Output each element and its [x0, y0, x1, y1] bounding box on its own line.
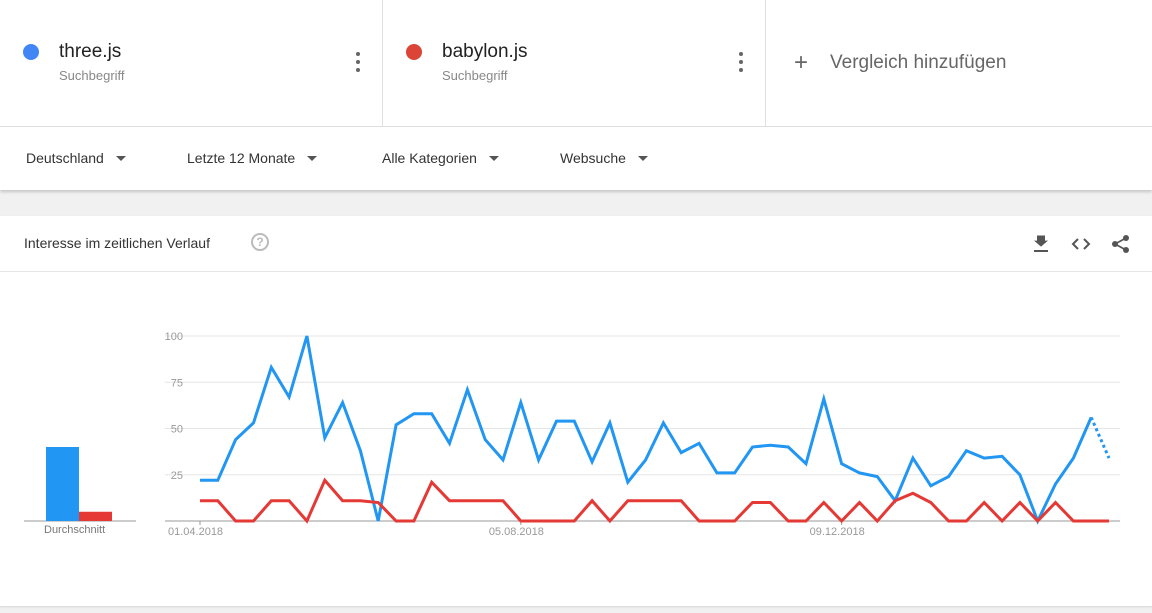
- add-comparison-button[interactable]: + Vergleich hinzufügen: [766, 0, 1152, 126]
- interest-over-time-card: Interesse im zeitlichen Verlauf ? 100 75 5…: [0, 216, 1152, 606]
- term-name[interactable]: three.js: [59, 41, 122, 62]
- card-title: Interesse im zeitlichen Verlauf: [24, 235, 210, 251]
- series-line-0: [200, 335, 1093, 525]
- more-vert-icon[interactable]: [739, 52, 743, 72]
- caret-down-icon: [307, 155, 318, 161]
- term-card-babylonjs[interactable]: babylon.js Suchbegriff: [383, 0, 766, 126]
- series-partial-line-0: [1089, 416, 1111, 459]
- region-dropdown[interactable]: Deutschland: [26, 150, 126, 166]
- help-icon[interactable]: ?: [251, 233, 269, 251]
- card-header: Interesse im zeitlichen Verlauf ?: [0, 216, 1152, 272]
- average-label: Durchschnitt: [44, 524, 106, 536]
- time-range-dropdown[interactable]: Letzte 12 Monate: [187, 150, 318, 166]
- term-type: Suchbegriff: [442, 68, 508, 83]
- y-tick-label: 50: [171, 424, 183, 436]
- average-bar-1: [79, 511, 112, 521]
- term-type: Suchbegriff: [59, 68, 125, 83]
- term-card-threejs[interactable]: three.js Suchbegriff: [0, 0, 383, 126]
- x-tick-label: 09.12.2018: [810, 526, 865, 538]
- region-dropdown-label: Deutschland: [26, 150, 104, 166]
- term-color-dot-blue: [23, 44, 39, 60]
- term-name[interactable]: babylon.js: [442, 41, 528, 62]
- x-tick-label: 05.08.2018: [489, 526, 544, 538]
- embed-code-icon[interactable]: [1071, 234, 1091, 254]
- series-line-1: [200, 477, 1109, 524]
- filter-bar: Deutschland Letzte 12 Monate Alle Katego…: [0, 127, 1152, 190]
- share-icon[interactable]: [1111, 234, 1131, 254]
- y-tick-label: 75: [171, 377, 183, 389]
- search-type-dropdown[interactable]: Websuche: [560, 150, 648, 166]
- category-dropdown-label: Alle Kategorien: [382, 150, 477, 166]
- plus-icon: +: [794, 49, 809, 76]
- x-tick-label: 01.04.2018: [168, 526, 223, 538]
- y-tick-label: 25: [171, 470, 183, 482]
- caret-down-icon: [115, 155, 126, 161]
- interest-chart[interactable]: 100 75 50 25 01.04.2018 05.08.2018 09.12.2018: [0, 276, 1152, 606]
- add-comparison-label: Vergleich hinzufügen: [830, 52, 1007, 73]
- average-bar-0: [46, 447, 79, 521]
- y-tick-label: 100: [165, 331, 183, 343]
- time-range-dropdown-label: Letzte 12 Monate: [187, 150, 296, 166]
- category-dropdown[interactable]: Alle Kategorien: [382, 150, 499, 166]
- search-terms-row: three.js Suchbegriff babylon.js Suchbegr…: [0, 0, 1152, 127]
- download-icon[interactable]: [1031, 234, 1051, 254]
- search-type-dropdown-label: Websuche: [560, 150, 626, 166]
- caret-down-icon: [637, 155, 648, 161]
- term-color-dot-red: [406, 44, 422, 60]
- more-vert-icon[interactable]: [356, 52, 360, 72]
- caret-down-icon: [488, 155, 499, 161]
